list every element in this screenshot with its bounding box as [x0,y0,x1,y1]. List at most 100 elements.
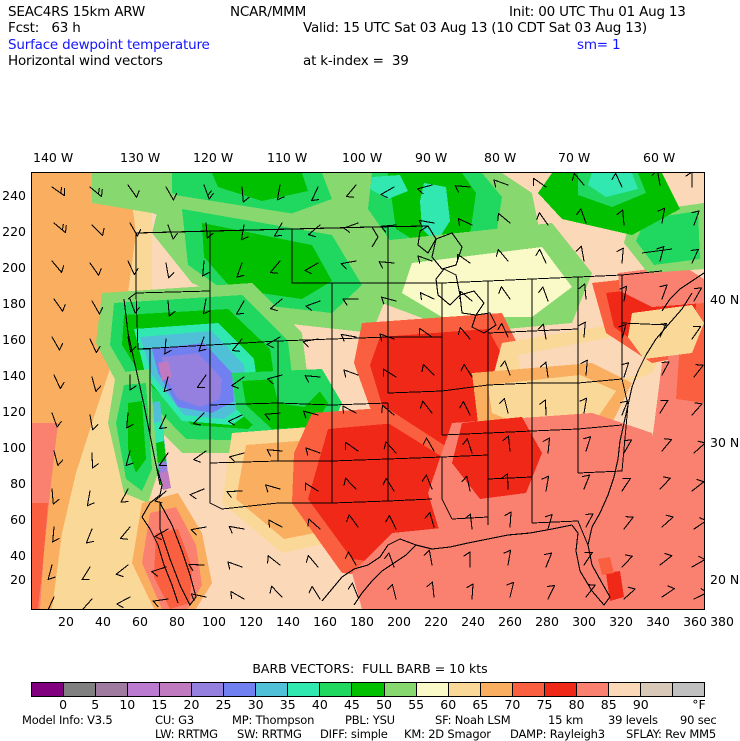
vertical-levels: 39 levels [608,713,658,727]
cumulus-scheme: CU: G3 [155,713,195,727]
colorbar-swatch [416,683,449,696]
x-tick-label: 240 [461,614,485,629]
lon-tick-label: 90 W [415,150,448,165]
colorbar-swatch [672,683,704,696]
surface-scheme: SF: Noah LSM [435,713,511,727]
y-tick-label: 100 [2,440,26,455]
sflay-scheme: SFLAY: Rev MM5 [626,727,716,741]
x-tick-label: 20 [58,614,74,629]
colorbar-tick-label: 60 [440,697,457,712]
colorbar-swatch [224,683,257,696]
x-tick-label: 320 [609,614,633,629]
y-tick-label: 60 [10,512,26,527]
colorbar-swatch [576,683,609,696]
diffusion-scheme: DIFF: simple [320,727,388,741]
center-label: NCAR/MMM [230,4,307,20]
colorbar-tick-label: 20 [183,697,200,712]
lat-tick-label: 20 N [710,572,740,587]
y-tick-label: 240 [2,188,26,203]
colorbar-tick-label: 45 [343,697,360,712]
colorbar-swatch [64,683,97,696]
colorbar-swatch [160,683,193,696]
colorbar-tick-label: 65 [472,697,489,712]
x-tick-label: 180 [350,614,374,629]
x-tick-label: 40 [95,614,111,629]
colorbar-tick-label: 85 [600,697,617,712]
colorbar-swatch [256,683,289,696]
colorbar [31,682,705,697]
lat-tick-label: 40 N [710,292,740,307]
forecast-hour: Fcst: 63 h [8,20,81,36]
x-tick-label: 200 [387,614,411,629]
x-tick-label: 60 [132,614,148,629]
lon-tick-label: 80 W [484,150,517,165]
colorbar-tick-label: 10 [119,697,136,712]
colorbar-swatch [352,683,385,696]
longwave-scheme: LW: RRTMG [155,727,218,741]
y-tick-label: 140 [2,368,26,383]
lon-tick-label: 60 W [643,150,676,165]
colorbar-swatch [320,683,353,696]
shortwave-scheme: SW: RRTMG [237,727,302,741]
colorbar-unit-label: °F [692,697,706,712]
colorbar-swatch [608,683,641,696]
x-tick-label: 360 [683,614,707,629]
longitude-axis: 140 W 130 W 120 W 110 W 100 W 90 W 80 W 70 W 60 … [0,150,740,168]
x-tick-label: 260 [498,614,522,629]
colorbar-swatch [32,683,65,696]
colorbar-tick-label: 15 [151,697,168,712]
x-tick-label: 280 [535,614,559,629]
k-index: at k-index = 39 [303,53,409,69]
map-plot-area [31,172,705,610]
valid-time: Valid: 15 UTC Sat 03 Aug 13 (10 CDT Sat … [303,20,647,36]
x-tick-label: 300 [572,614,596,629]
y-tick-label: 120 [2,404,26,419]
x-tick-label: 160 [313,614,337,629]
y-tick-label: 220 [2,224,26,239]
lat-tick-label: 30 N [710,435,740,450]
x-tick-label: 100 [202,614,226,629]
colorbar-tick-label: 75 [536,697,553,712]
timestep: 90 sec [680,713,717,727]
lon-tick-label: 110 W [267,150,308,165]
colorbar-tick-label: 90 [632,697,649,712]
latitude-axis: 40 N 30 N 20 N [708,172,740,612]
x-tick-label: 80 [169,614,185,629]
colorbar-tick-label: 70 [504,697,521,712]
microphysics: MP: Thompson [232,713,315,727]
y-tick-label: 20 [10,572,26,587]
colorbar-swatch [480,683,513,696]
km-scheme: KM: 2D Smagor [404,727,491,741]
lon-tick-label: 70 W [558,150,591,165]
y-tick-label: 180 [2,296,26,311]
y-axis: 240 220 200 180 160 140 120 100 80 60 40 20 [0,172,30,610]
colorbar-tick-label: 50 [376,697,392,712]
colorbar-tick-label: 30 [247,697,264,712]
overlay-name: Horizontal wind vectors [8,53,163,69]
x-tick-label: 140 [276,614,300,629]
colorbar-ticks: 0 5 10 15 20 25 30 35 40 45 50 55 60 65 70 75 80 85 90 °F [0,698,740,714]
header-block: SEAC4RS 15km ARW NCAR/MMM Init: 00 UTC T… [0,0,740,78]
pbl-scheme: PBL: YSU [345,713,395,727]
y-tick-label: 200 [2,260,26,275]
damping-scheme: DAMP: Rayleigh3 [510,727,605,741]
lon-tick-label: 140 W [33,150,74,165]
colorbar-swatch [128,683,161,696]
field-name: Surface dewpoint temperature [8,37,210,53]
model-version: Model Info: V3.5 [22,713,113,727]
colorbar-swatch [640,683,673,696]
x-tick-label: 220 [424,614,448,629]
barb-vector-caption: BARB VECTORS: FULL BARB = 10 kts [252,661,488,676]
grid-spacing: 15 km [548,713,584,727]
colorbar-tick-label: 25 [215,697,232,712]
y-tick-label: 40 [10,548,26,563]
x-tick-label: 340 [646,614,670,629]
lon-tick-label: 130 W [120,150,161,165]
colorbar-swatch [96,683,129,696]
smoothing: sm= 1 [577,37,621,53]
model-title: SEAC4RS 15km ARW [8,4,146,20]
init-time: Init: 00 UTC Thu 01 Aug 13 [509,4,686,20]
x-axis: 20 40 60 80 100 120 140 160 180 200 220 240 260 280 30… [0,614,740,632]
colorbar-tick-label: 40 [311,697,328,712]
